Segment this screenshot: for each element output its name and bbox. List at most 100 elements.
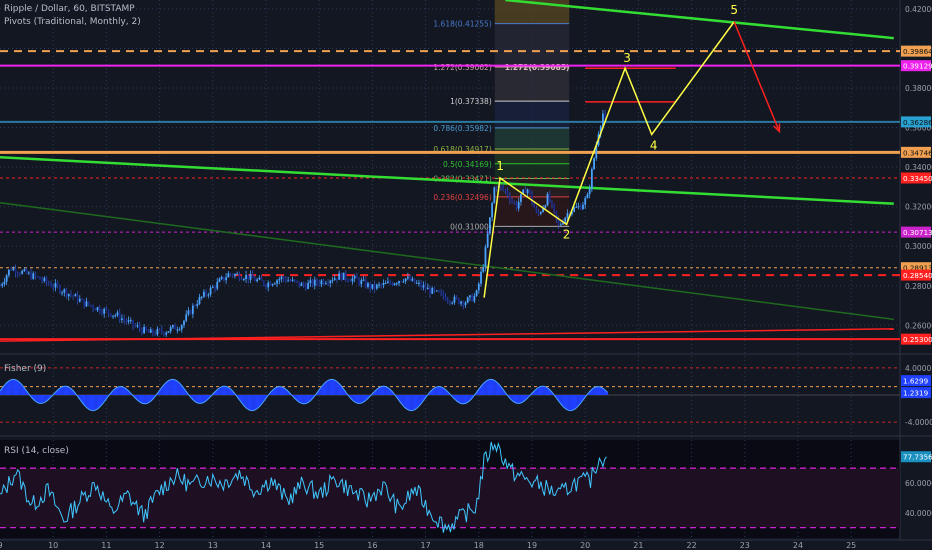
candle-body <box>398 281 400 284</box>
candle-body <box>127 320 130 322</box>
candle-body <box>36 276 39 278</box>
candle-body <box>52 286 55 288</box>
candle-body <box>599 126 602 135</box>
candle-body <box>78 298 81 302</box>
candle-body <box>415 282 418 284</box>
candle-body <box>531 193 533 204</box>
candle-body <box>225 277 227 281</box>
candle-body <box>254 278 256 282</box>
candle-body <box>375 284 378 289</box>
fib-level-label: 0.786(0.35982) <box>433 124 491 133</box>
candle-body <box>234 274 236 276</box>
candle-body <box>85 301 88 307</box>
candle-body <box>355 275 358 279</box>
candle-body <box>145 326 148 331</box>
price-level-tag: 0.36286 <box>903 118 932 127</box>
fisher-indicator-title[interactable]: Fisher (9) <box>4 364 47 374</box>
candle-body <box>544 205 547 208</box>
candle-body <box>506 190 509 196</box>
candle-body <box>364 279 367 288</box>
candle-body <box>422 285 425 288</box>
candle-body <box>240 279 243 281</box>
candle-body <box>280 276 283 280</box>
candle-body <box>83 299 86 307</box>
elliott-wave-label: 1 <box>496 159 504 173</box>
candle-body <box>94 308 97 311</box>
candle-body <box>500 185 502 187</box>
candle-body <box>118 312 121 321</box>
candle-body <box>362 279 365 281</box>
candle-body <box>216 281 219 289</box>
candle-body <box>154 333 157 335</box>
candle-body <box>218 279 221 282</box>
candle-body <box>391 283 394 286</box>
candle-body <box>473 296 476 302</box>
candle-body <box>344 272 347 280</box>
candle-body <box>114 315 117 317</box>
candle-body <box>236 273 239 275</box>
candle-body <box>420 282 423 288</box>
candle-body <box>438 290 440 293</box>
candle-body <box>291 279 294 282</box>
candle-body <box>116 312 119 316</box>
candle-body <box>491 203 493 218</box>
candle-body <box>511 200 513 202</box>
pivots-indicator-title[interactable]: Pivots (Traditional, Monthly, 2) <box>4 17 141 27</box>
candle-body <box>324 283 327 285</box>
candle-body <box>187 310 190 315</box>
candle-body <box>522 189 525 195</box>
candle-body <box>65 289 68 297</box>
candle-body <box>329 280 332 284</box>
elliott-wave-label: 4 <box>650 138 658 152</box>
candle-body <box>480 271 482 284</box>
candle-body <box>149 329 152 333</box>
time-axis-tick: 19 <box>527 541 537 550</box>
candle-body <box>7 269 10 276</box>
candle-body <box>582 204 584 210</box>
fib-level-label: 0.382(0.33421) <box>433 175 491 184</box>
time-axis-tick: 20 <box>580 541 590 550</box>
candle-body <box>123 318 126 321</box>
fib-zone <box>494 127 570 149</box>
candle-body <box>562 222 564 225</box>
candle-body <box>546 193 549 206</box>
price-level-tag-bg <box>901 60 931 72</box>
candle-body <box>548 193 551 202</box>
elliott-wave-label: 3 <box>623 51 631 65</box>
candle-body <box>504 189 507 191</box>
candle-body <box>513 201 516 204</box>
candle-body <box>380 284 383 286</box>
candle-body <box>520 194 522 202</box>
candle-body <box>586 194 589 199</box>
price-level-tag: 0.33450 <box>903 174 932 183</box>
candle-body <box>575 206 578 208</box>
candle-body <box>449 300 451 303</box>
fib-zone <box>494 23 570 67</box>
candle-body <box>526 189 529 194</box>
candle-body <box>517 201 520 209</box>
candle-body <box>227 273 230 278</box>
rsi-indicator-title[interactable]: RSI (14, close) <box>4 446 69 456</box>
candle-body <box>229 273 232 275</box>
symbol-title[interactable]: Ripple / Dollar, 60, BITSTAMP <box>4 4 135 14</box>
fib-zone <box>494 101 570 128</box>
candle-body <box>440 292 443 294</box>
candle-body <box>495 187 498 189</box>
price-level-tag-bg <box>901 333 931 345</box>
elliott-wave-label: 5 <box>730 3 738 17</box>
candle-body <box>58 285 61 293</box>
candle-body <box>429 287 431 294</box>
candle-body <box>76 294 79 302</box>
candle-body <box>125 320 128 322</box>
rsi-axis-tick: 60.0000 <box>905 479 932 488</box>
trendline <box>0 155 894 205</box>
candle-body <box>198 296 201 304</box>
candle-body <box>464 302 467 306</box>
candle-body <box>273 283 276 285</box>
candle-body <box>298 281 301 286</box>
price-level-tag: 0.34746 <box>903 148 932 157</box>
